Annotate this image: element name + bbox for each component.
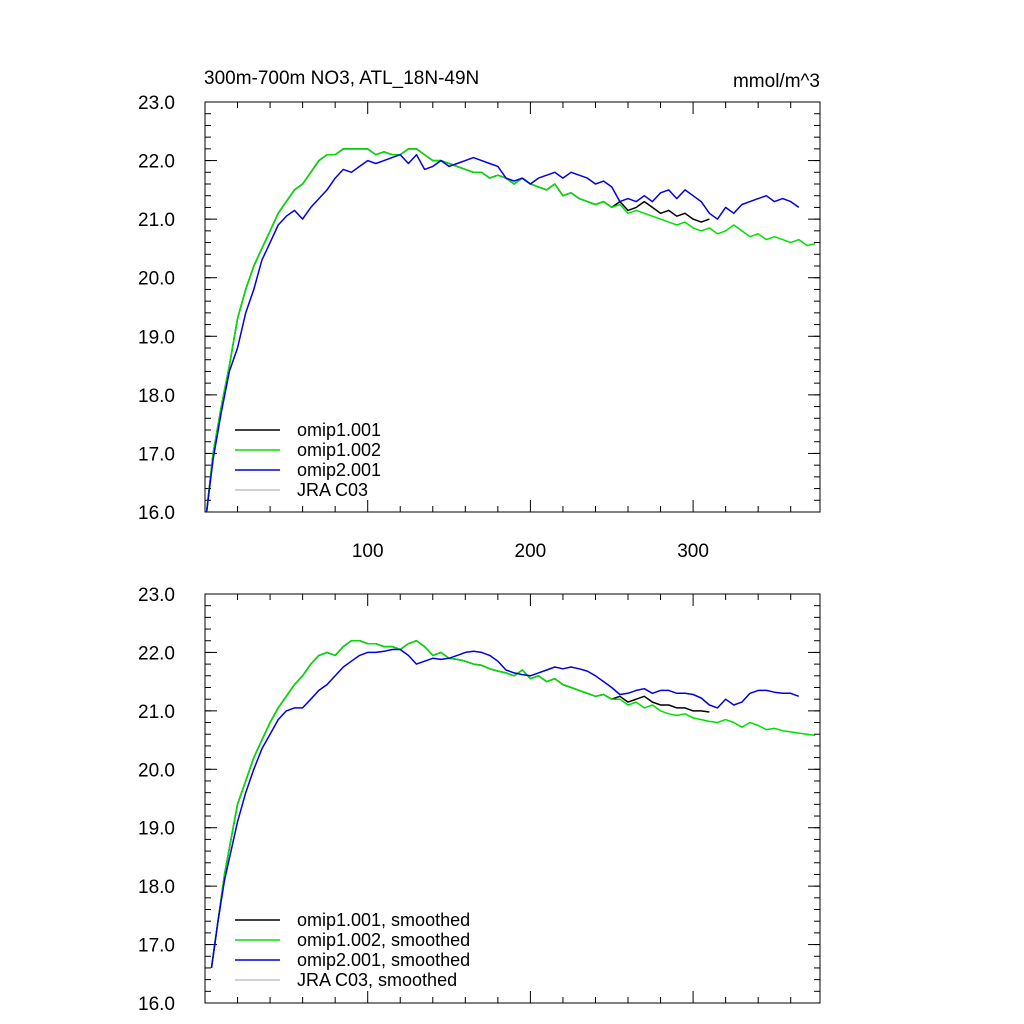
top-y-tick-label: 21.0 bbox=[138, 210, 175, 231]
bottom-y-tick-label: 16.0 bbox=[138, 994, 175, 1015]
chart-title: 300m-700m NO3, ATL_18N-49N bbox=[204, 68, 479, 89]
bottom-series-omip1-002-smoothed bbox=[210, 639, 816, 969]
bottom-panel: 16.0 17.0 18.0 19.0 20.0 21.0 22.0 23.0 omip1.00… bbox=[138, 585, 821, 1015]
bottom-legend-label-omip1-001-smoothed: omip1.001, smoothed bbox=[297, 910, 470, 930]
bottom-y-tick-label: 17.0 bbox=[138, 936, 175, 957]
top-y-tick-label: 22.0 bbox=[138, 152, 175, 173]
top-y-tick-label: 20.0 bbox=[138, 269, 175, 290]
bottom-series-omip2-001-smoothed bbox=[210, 648, 800, 969]
top-plot-frame bbox=[204, 101, 821, 513]
bottom-y-tick-label: 20.0 bbox=[138, 760, 175, 781]
bottom-y-tick-label: 19.0 bbox=[138, 819, 175, 840]
bottom-y-tick-label: 23.0 bbox=[138, 585, 175, 606]
bottom-y-tick-label: 21.0 bbox=[138, 702, 175, 723]
top-y-tick-label: 17.0 bbox=[138, 444, 175, 465]
top-legend-label-omip1-002: omip1.002 bbox=[297, 440, 381, 460]
top-y-tick-label: 19.0 bbox=[138, 327, 175, 348]
bottom-y-tick-label: 18.0 bbox=[138, 877, 175, 898]
top-x-tick-label: 200 bbox=[515, 541, 547, 562]
top-panel: 16.0 17.0 18.0 19.0 20.0 21.0 22.0 23.0 100 200 30… bbox=[138, 93, 821, 562]
top-series-omip1-002 bbox=[205, 148, 816, 513]
bottom-legend-label-omip1-002-smoothed: omip1.002, smoothed bbox=[297, 930, 470, 950]
top-x-tick-label: 300 bbox=[677, 541, 709, 562]
bottom-legend-label-jra-c03-smoothed: JRA C03, smoothed bbox=[297, 970, 457, 990]
top-y-tick-label: 16.0 bbox=[138, 503, 175, 524]
top-x-tick-label: 100 bbox=[352, 541, 384, 562]
units-label: mmol/m^3 bbox=[733, 71, 820, 92]
top-legend-label-jra-c03: JRA C03 bbox=[297, 480, 368, 500]
bottom-legend-label-omip2-001-smoothed: omip2.001, smoothed bbox=[297, 950, 470, 970]
bottom-plot-frame bbox=[204, 593, 821, 1004]
top-legend-label-omip2-001: omip2.001 bbox=[297, 460, 381, 480]
top-y-tick-label: 18.0 bbox=[138, 386, 175, 407]
top-series-omip2-001 bbox=[205, 153, 800, 513]
top-y-tick-label: 23.0 bbox=[138, 93, 175, 114]
bottom-y-tick-label: 22.0 bbox=[138, 643, 175, 664]
top-legend-label-omip1-001: omip1.001 bbox=[297, 420, 381, 440]
top-series-omip1-001 bbox=[205, 148, 710, 513]
